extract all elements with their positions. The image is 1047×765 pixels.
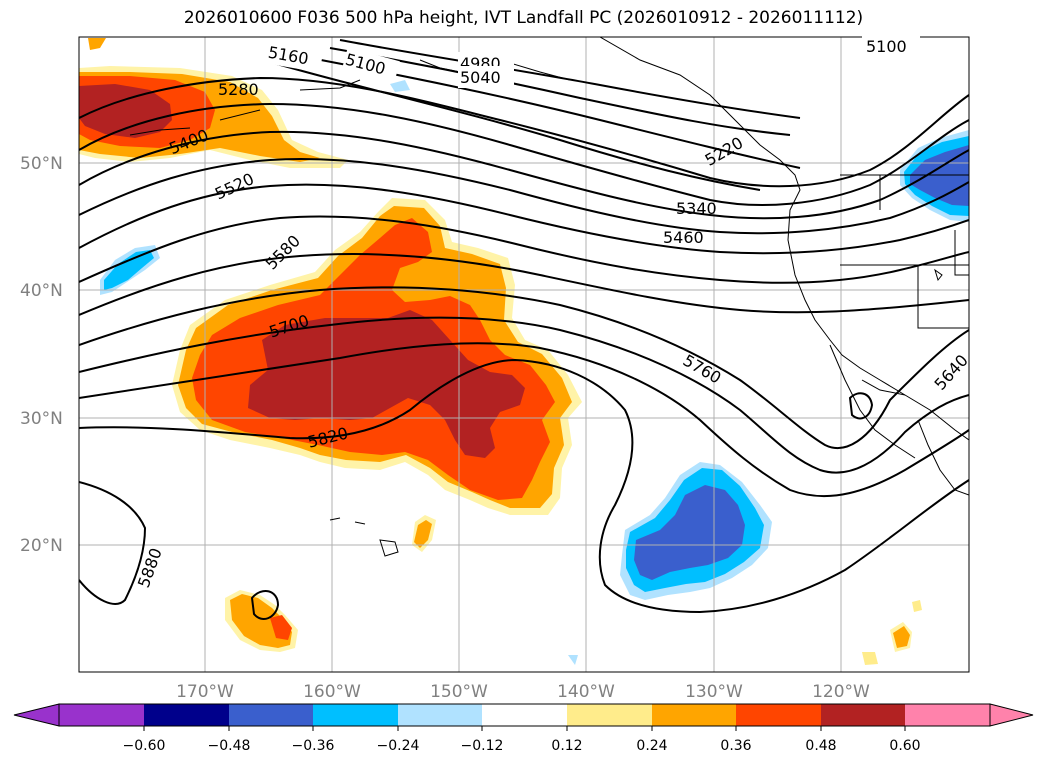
map-title: 2026010600 F036 500 hPa height, IVT Land… bbox=[183, 8, 864, 28]
map-panel bbox=[79, 37, 969, 672]
map-gridlines bbox=[79, 37, 969, 672]
lon-tick-label: 120°W bbox=[812, 682, 870, 702]
colorbar-segment bbox=[313, 704, 398, 726]
lon-tick-label: 160°W bbox=[303, 682, 361, 702]
colorbar-extend-max bbox=[989, 703, 1034, 727]
lat-tick-label: 40°N bbox=[20, 281, 63, 301]
colorbar-tick-label: 0.60 bbox=[889, 738, 920, 754]
colorbar-extend-min bbox=[13, 703, 60, 727]
colorbar-tick-label: −0.48 bbox=[208, 738, 251, 754]
contour-label: 5340 bbox=[676, 199, 717, 218]
colorbar-segment bbox=[652, 704, 736, 726]
longitude-labels: 170°W 160°W 150°W 140°W 130°W 120°W bbox=[176, 682, 870, 702]
latitude-labels: 50°N 40°N 30°N 20°N bbox=[20, 154, 63, 556]
lat-tick-label: 30°N bbox=[20, 409, 63, 429]
colorbar-frame bbox=[58, 703, 991, 727]
colorbar-segment bbox=[59, 704, 144, 726]
colorbar-tick-label: −0.24 bbox=[377, 738, 420, 754]
lat-tick-label: 20°N bbox=[20, 536, 63, 556]
colorbar-tick-label: −0.36 bbox=[292, 738, 335, 754]
colorbar: −0.60 −0.48 −0.36 −0.24 −0.12 0.12 0.24 … bbox=[13, 703, 1034, 754]
colorbar-segment bbox=[567, 704, 652, 726]
colorbar-tick-label: 0.48 bbox=[805, 738, 836, 754]
contour-label: 5280 bbox=[218, 80, 259, 99]
colorbar-segment bbox=[144, 704, 229, 726]
lon-tick-label: 140°W bbox=[557, 682, 615, 702]
colorbar-tick-label: −0.12 bbox=[461, 738, 504, 754]
colorbar-segment bbox=[905, 704, 990, 726]
colorbar-segment bbox=[482, 704, 567, 726]
colorbar-tick-label: −0.60 bbox=[123, 738, 166, 754]
contour-label: 5100 bbox=[866, 37, 907, 56]
contour-label: 5040 bbox=[460, 68, 501, 87]
colorbar-tick-label: 0.12 bbox=[551, 738, 582, 754]
height-contours bbox=[79, 39, 969, 620]
lat-tick-label: 50°N bbox=[20, 154, 63, 174]
lon-tick-label: 170°W bbox=[176, 682, 234, 702]
lon-tick-label: 130°W bbox=[685, 682, 743, 702]
colorbar-segment bbox=[736, 704, 821, 726]
colorbar-tick-label: 0.24 bbox=[636, 738, 667, 754]
contour-label: 5460 bbox=[663, 228, 704, 247]
colorbar-segment bbox=[229, 704, 313, 726]
colorbar-segment bbox=[821, 704, 905, 726]
lon-tick-label: 150°W bbox=[430, 682, 488, 702]
colorbar-segment bbox=[398, 704, 482, 726]
colorbar-tick-label: 0.36 bbox=[720, 738, 751, 754]
map-frame bbox=[78, 36, 970, 673]
